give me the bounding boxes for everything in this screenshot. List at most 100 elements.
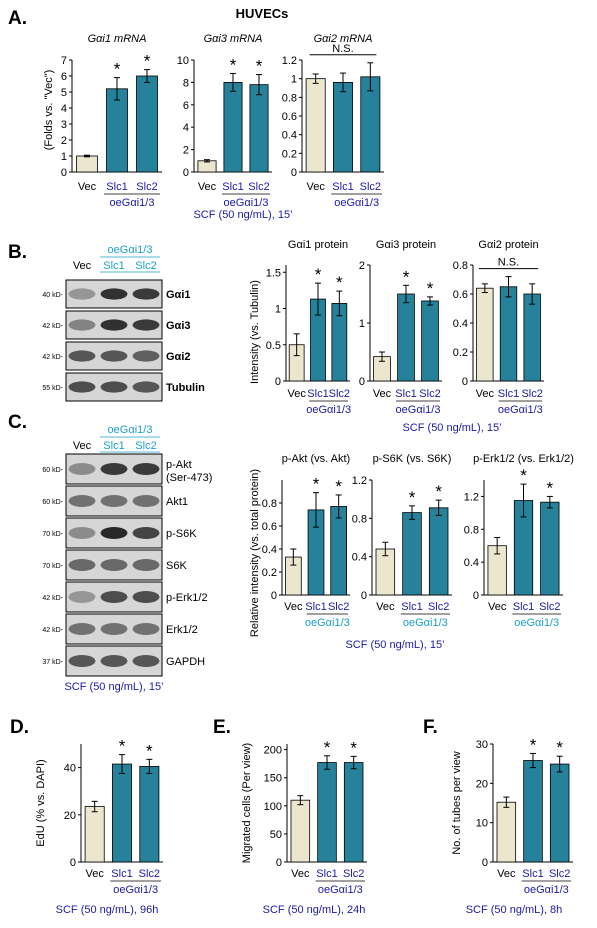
- category-label: Slc1: [111, 868, 132, 880]
- group-label: oeGαi1/3: [334, 197, 379, 209]
- y-tick-label: 2: [61, 135, 67, 147]
- group-label: oeGαi1/3: [224, 197, 269, 209]
- y-tick-label: 0: [462, 376, 468, 388]
- blot-group-label: oeGαi1/3: [108, 244, 153, 256]
- blot-lane-label: Slc2: [135, 260, 156, 272]
- y-tick-label: 0.4: [262, 544, 277, 556]
- y-tick-label: 0: [271, 590, 277, 602]
- chart-title: Gαi2 mRNA: [314, 33, 373, 45]
- category-label: Slc2: [248, 181, 269, 193]
- blot-protein-label: p-S6K: [166, 528, 197, 540]
- chart-a1: 0 1 2 3 4 5 6 7 Gαi1 mRNA Vec * Slc1 * Slc2 oeGαi1/3: [61, 33, 162, 209]
- y-tick-label: 40: [64, 763, 76, 775]
- blot-protein-label: Akt1: [166, 496, 188, 508]
- panel-f-condition: SCF (50 ng/mL), 8h: [466, 904, 563, 916]
- bar-vec: [76, 155, 98, 173]
- panel-letter-f: F.: [423, 717, 438, 738]
- category-label: Vec: [287, 388, 306, 400]
- bar-vec: [84, 806, 105, 863]
- bar-slc2: [136, 75, 158, 173]
- y-tick-label: 0.2: [282, 148, 297, 160]
- category-label: Slc1: [401, 601, 422, 613]
- significance-marker: *: [230, 55, 237, 74]
- panel-a-ylabel: (Folds vs. "Vec"): [43, 70, 55, 151]
- y-tick-label: 1: [359, 318, 365, 330]
- significance-marker: *: [336, 273, 343, 292]
- y-tick-label: 0.8: [464, 524, 479, 536]
- group-label: oeGαi1/3: [113, 884, 158, 896]
- blot-mw-label: 55 kD-: [42, 385, 63, 392]
- y-tick-label: 0: [61, 167, 67, 179]
- y-tick-label: 0.5: [266, 340, 281, 352]
- group-label: oeGαi1/3: [110, 197, 155, 209]
- blot-band: [132, 381, 160, 393]
- chart-title: Gαi3 mRNA: [204, 33, 263, 45]
- panel-letter-a: A.: [8, 8, 27, 29]
- blot-band: [132, 288, 160, 300]
- blot-protein-label: Gαi2: [166, 351, 191, 363]
- blot-mw-label: 40 kD-: [42, 292, 63, 299]
- category-label: Slc2: [328, 601, 349, 613]
- chart-title: Gαi1 mRNA: [88, 33, 147, 45]
- category-label: Slc2: [428, 601, 449, 613]
- y-tick-label: 7: [61, 55, 67, 67]
- y-tick-label: 0: [473, 590, 479, 602]
- category-label: Slc2: [136, 181, 157, 193]
- blot-condition: SCF (50 ng/mL), 15’: [64, 681, 163, 693]
- panel-e-condition: SCF (50 ng/mL), 24h: [263, 904, 366, 916]
- category-label: Slc2: [419, 388, 440, 400]
- blot-band: [132, 655, 160, 667]
- blot-mw-label: 60 kD-: [42, 467, 63, 474]
- bar-slc2: [523, 293, 541, 382]
- y-tick-label: 10: [476, 818, 488, 830]
- category-label: Vec: [291, 868, 310, 880]
- y-tick-label: 6: [183, 100, 189, 112]
- y-tick-label: 1: [291, 74, 297, 86]
- chart-a3: 0 2 4 6 8 10 Gαi3 mRNA Vec * Slc1 * Slc2 oeGαi1/3: [177, 33, 272, 209]
- group-label: oeGαi1/3: [306, 404, 351, 416]
- bar-vec: [290, 799, 311, 863]
- y-tick-label: 1: [61, 151, 67, 163]
- blot-band: [68, 527, 96, 539]
- blot-band: [68, 559, 96, 571]
- category-label: Slc1: [222, 181, 243, 193]
- significance-marker: *: [350, 738, 357, 757]
- blot-protein-label: p-Erk1/2: [166, 592, 208, 604]
- chart-c2: 0 0.4 0.8 1.2 p-S6K (vs. S6K) Vec * Slc1 * Slc2 oe…: [352, 453, 452, 629]
- blot-protein-label: GAPDH: [166, 656, 205, 668]
- blot-band: [68, 655, 96, 667]
- blot-mw-label: 70 kD-: [42, 531, 63, 538]
- bar-slc1: [499, 286, 518, 382]
- y-tick-label: 0.4: [352, 552, 367, 564]
- blot-mw-label: 42 kD-: [42, 354, 63, 361]
- chart-title: p-S6K (vs. S6K): [373, 453, 452, 465]
- y-tick-label: 0.6: [282, 111, 297, 123]
- category-label: Slc1: [513, 601, 534, 613]
- category-label: Slc1: [498, 388, 519, 400]
- y-tick-label: 0: [482, 857, 488, 869]
- chart-ylabel: EdU (% vs. DAPI): [35, 759, 47, 846]
- category-label: Slc1: [522, 868, 543, 880]
- y-tick-label: 0: [359, 376, 365, 388]
- blot-mw-label: 42 kD-: [42, 595, 63, 602]
- significance-marker: *: [144, 52, 151, 71]
- panel-a-header: HUVECs: [236, 6, 289, 21]
- y-tick-label: 1.2: [282, 55, 297, 67]
- group-label: oeGαi1/3: [318, 884, 363, 896]
- chart-b1: 0 0.5 1 1.5 Gαi1 protein Vec * Slc1 * Slc2 oeGαi1/…: [266, 239, 351, 416]
- y-tick-label: 20: [476, 778, 488, 790]
- blot-band: [132, 623, 160, 635]
- chart-ylabel: No. of tubes per view: [451, 751, 463, 854]
- panel-c-condition: SCF (50 ng/mL), 15’: [345, 639, 444, 651]
- y-tick-label: 0: [276, 857, 282, 869]
- significance-marker: *: [547, 478, 554, 497]
- chart-b2: 0 0.2 0.4 0.6 0.8 Gαi2 protein Vec Slc1 Slc2 oeGα…: [453, 239, 544, 416]
- y-tick-label: 0: [70, 857, 76, 869]
- y-tick-label: 0.4: [282, 130, 297, 142]
- category-label: Vec: [85, 868, 104, 880]
- blot-band: [100, 319, 128, 331]
- y-tick-label: 1: [275, 304, 281, 316]
- panel-letter-d: D.: [10, 717, 29, 738]
- significance-marker: *: [256, 57, 263, 76]
- y-tick-label: 30: [476, 739, 488, 751]
